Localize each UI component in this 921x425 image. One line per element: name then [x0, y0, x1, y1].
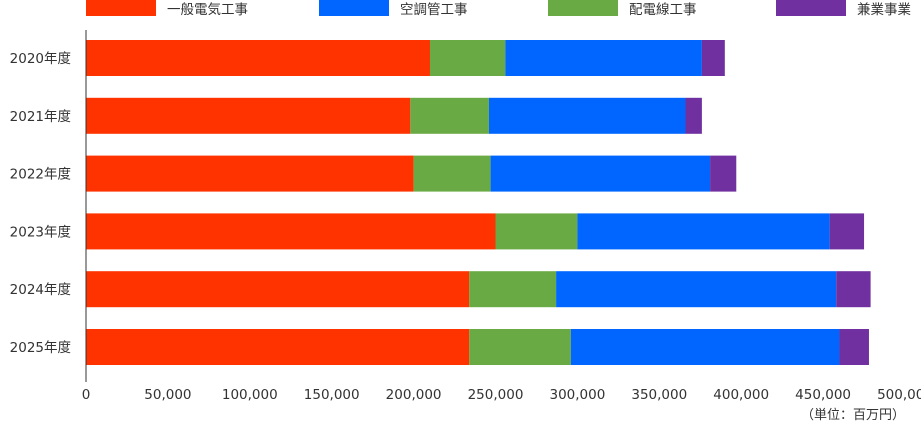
- x-tick-label-9: 450,000: [795, 387, 851, 403]
- bar-segment-2-series-3: [710, 155, 737, 192]
- x-tick-label-3: 150,000: [304, 387, 360, 403]
- x-tick-label-0: 0: [82, 387, 91, 403]
- bar-segment-4-series-2: [556, 271, 837, 308]
- category-label-4: 2024年度: [10, 282, 71, 298]
- legend-swatch-series-0: [86, 0, 156, 16]
- bar-segment-0-series-2: [505, 40, 702, 76]
- y-axis-labels: 2020年度 2021年度 2022年度 2023年度 2024年度 2025年度: [10, 51, 71, 356]
- bar-segment-4-series-0: [86, 271, 470, 308]
- bar-segment-3-series-2: [577, 213, 830, 250]
- category-label-5: 2025年度: [10, 340, 71, 356]
- category-label-3: 2023年度: [10, 224, 71, 240]
- x-axis-labels: 0 50,000 100,000 150,000 200,000 250,000 300,0…: [82, 387, 921, 403]
- x-tick-label-2: 100,000: [222, 387, 278, 403]
- bar-segment-4-series-1: [469, 271, 557, 308]
- bar-segment-4-series-3: [836, 271, 871, 308]
- bar-segment-1-series-3: [685, 97, 702, 134]
- bar-segment-5-series-1: [469, 329, 571, 365]
- bar-segment-0-series-3: [701, 40, 725, 76]
- bars: [86, 40, 871, 365]
- x-tick-label-1: 50,000: [144, 387, 191, 403]
- legend-swatch-series-1: [548, 0, 618, 16]
- bar-segment-1-series-2: [488, 97, 686, 134]
- category-label-1: 2021年度: [10, 109, 71, 125]
- bar-segment-3-series-1: [495, 213, 578, 250]
- category-label-0: 2020年度: [10, 51, 71, 67]
- bar-segment-2-series-0: [86, 155, 414, 192]
- bar-segment-0-series-0: [86, 40, 430, 76]
- legend-label-series-0: 一般電気工事: [167, 2, 248, 18]
- unit-label: （単位：百万円）: [801, 407, 905, 423]
- bar-segment-5-series-0: [86, 329, 470, 365]
- bar-segment-5-series-2: [570, 329, 840, 365]
- bar-segment-2-series-2: [490, 155, 711, 192]
- x-tick-label-7: 350,000: [631, 387, 687, 403]
- bar-segment-0-series-1: [429, 40, 506, 76]
- legend: 一般電気工事 空調管工事 配電線工事 兼業事業: [86, 0, 911, 18]
- legend-label-series-2: 空調管工事: [400, 2, 468, 18]
- x-tick-label-6: 300,000: [549, 387, 605, 403]
- bar-segment-1-series-1: [410, 97, 489, 134]
- x-tick-label-5: 250,000: [468, 387, 524, 403]
- x-tick-label-4: 200,000: [386, 387, 442, 403]
- bar-segment-5-series-3: [839, 329, 869, 365]
- x-tick-label-10: 500,000: [877, 387, 921, 403]
- bar-segment-3-series-3: [829, 213, 865, 250]
- category-label-2: 2022年度: [10, 167, 71, 183]
- bar-segment-3-series-0: [86, 213, 496, 250]
- bar-segment-1-series-0: [86, 97, 411, 134]
- legend-swatch-series-3: [776, 0, 846, 16]
- legend-swatch-series-2: [319, 0, 389, 16]
- legend-label-series-3: 兼業事業: [857, 2, 911, 18]
- legend-label-series-1: 配電線工事: [629, 2, 697, 18]
- x-tick-label-8: 400,000: [713, 387, 769, 403]
- bar-segment-2-series-1: [413, 155, 491, 192]
